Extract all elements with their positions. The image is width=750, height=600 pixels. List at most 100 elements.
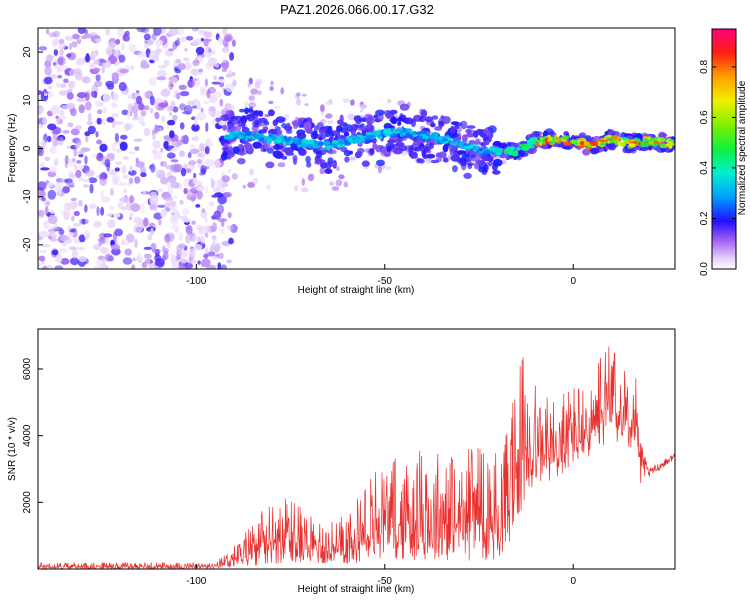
spectrogram-noise-blob xyxy=(202,225,211,234)
spectrogram-noise-blob xyxy=(128,151,136,155)
spectrogram-noise-blob xyxy=(216,204,225,215)
spectrogram-noise-blob xyxy=(64,35,74,41)
spectrogram-noise-blob xyxy=(167,145,175,149)
spectrogram-noise-blob xyxy=(144,253,152,259)
spectrogram-noise-blob xyxy=(55,137,63,141)
spectrogram-noise-blob xyxy=(217,218,228,223)
spectrogram-noise-blob xyxy=(71,41,78,48)
spectrogram-noise-blob xyxy=(201,208,206,213)
spectrogram-noise-blob xyxy=(185,234,191,244)
spectrogram-ridge-blob xyxy=(259,137,264,141)
spectrogram-noise-blob xyxy=(194,116,198,126)
spectrogram-noise-blob xyxy=(220,264,227,269)
spectrogram-band-blob xyxy=(418,158,425,164)
spectrogram-noise-blob xyxy=(226,225,234,231)
spectrogram-noise-blob xyxy=(377,165,382,174)
spectrogram-noise-blob xyxy=(160,176,169,184)
spectrogram-noise-blob xyxy=(204,78,208,87)
spectrogram-noise-blob xyxy=(45,54,54,63)
spectrogram-ridge-blob xyxy=(244,136,249,142)
spectrogram-noise-blob xyxy=(53,158,59,167)
spectrogram-noise-blob xyxy=(105,28,111,36)
spectrogram-noise-blob xyxy=(156,187,164,193)
spectrogram-band-blob xyxy=(324,168,333,174)
spectrogram-noise-blob xyxy=(213,75,217,81)
spectrogram-noise-blob xyxy=(123,188,128,193)
spectrogram-noise-blob xyxy=(106,153,115,162)
spectrogram-ridge-blob xyxy=(551,136,556,143)
spectrogram-noise-blob xyxy=(43,76,53,85)
spectrogram-noise-blob xyxy=(165,123,170,129)
spectrogram-band-blob xyxy=(639,146,649,152)
spectrogram-noise-blob xyxy=(180,167,187,177)
spectrogram-noise-blob xyxy=(131,116,140,121)
spectrogram-noise-blob xyxy=(170,159,179,163)
spectrogram-noise-blob xyxy=(102,173,108,179)
spectrogram-noise-blob xyxy=(222,28,228,37)
snr-x-tick-label: 0 xyxy=(570,576,576,587)
spectrogram-noise-blob xyxy=(48,32,57,38)
spectrogram-ridge-blob xyxy=(400,130,404,135)
spectrogram-ridge-blob xyxy=(431,132,437,137)
spectrogram-noise-blob xyxy=(67,122,74,128)
spectrogram-band-blob xyxy=(438,120,444,128)
spectrogram-noise-blob xyxy=(211,81,221,85)
spectrogram-noise-blob xyxy=(78,153,84,158)
spectrogram-noise-blob xyxy=(96,139,103,145)
spectrogram-noise-blob xyxy=(40,167,50,171)
spectrogram-ridge-blob xyxy=(547,138,551,143)
spectrogram-noise-blob xyxy=(154,111,160,120)
spectrogram-band-blob xyxy=(283,147,294,154)
spectrogram-noise-blob xyxy=(200,235,205,245)
spectrogram-band-blob xyxy=(389,117,398,123)
spectrogram-ridge-blob xyxy=(283,135,287,140)
spectrogram-noise-blob xyxy=(165,49,174,57)
snr-frame xyxy=(37,328,676,570)
spectrogram-noise-blob xyxy=(47,85,53,90)
spectrogram-noise-blob xyxy=(120,134,128,140)
spectrogram-noise-blob xyxy=(143,90,152,99)
spectrogram-band-blob xyxy=(425,153,436,159)
spectrogram-noise-blob xyxy=(193,244,203,251)
spectrogram-noise-blob xyxy=(121,109,129,116)
spectrogram-noise-blob xyxy=(196,190,203,200)
spectrogram-band-blob xyxy=(430,159,440,164)
spectrogram-noise-blob xyxy=(211,256,220,260)
spectrogram-y-ticks: 20 10 0 -10 -20 xyxy=(22,46,43,252)
spectrogram-noise-blob xyxy=(197,260,201,265)
spectrogram-noise-blob xyxy=(44,66,52,76)
spectrogram-band-blob xyxy=(244,142,252,150)
spectrogram-band-blob xyxy=(365,116,376,125)
spectrogram-noise-blob xyxy=(111,101,118,108)
spectrogram-band-blob xyxy=(233,115,243,120)
spectrogram-noise-blob xyxy=(93,60,100,65)
spectrogram-noise-blob xyxy=(66,102,76,109)
spectrogram-ridge-blob xyxy=(340,138,345,144)
spectrogram-x-tick-label: -100 xyxy=(186,276,206,287)
spectrogram-band-blob xyxy=(422,146,432,152)
spectrogram-noise-blob xyxy=(190,78,198,82)
spectrogram-noise-blob xyxy=(228,237,234,245)
spectrogram-noise-blob xyxy=(342,98,350,104)
spectrogram-noise-blob xyxy=(165,200,171,205)
spectrogram-noise-blob xyxy=(62,130,70,134)
spectrogram-ridge-blob xyxy=(449,140,453,146)
snr-x-tick-label: -50 xyxy=(378,576,393,587)
spectrogram-noise-blob xyxy=(294,185,299,192)
spectrogram-noise-blob xyxy=(129,165,133,172)
spectrogram-ridge-blob xyxy=(317,141,325,146)
spectrogram-noise-blob xyxy=(109,205,114,210)
spectrogram-noise-blob xyxy=(89,64,96,70)
spectrogram-noise-blob xyxy=(69,246,77,250)
spectrogram-band-blob xyxy=(258,129,267,134)
spectrogram-noise-blob xyxy=(111,92,119,102)
spectrogram-noise-blob xyxy=(90,90,98,98)
spectrogram-noise-blob xyxy=(89,32,98,37)
snr-background xyxy=(38,329,675,569)
spectrogram-noise-blob xyxy=(172,106,179,113)
spectrogram-noise-blob xyxy=(152,130,156,141)
spectrogram-band-blob xyxy=(369,148,374,153)
spectrogram-noise-blob xyxy=(225,83,235,92)
spectrogram-band-blob xyxy=(305,155,311,164)
spectrogram-band-blob xyxy=(316,122,325,131)
